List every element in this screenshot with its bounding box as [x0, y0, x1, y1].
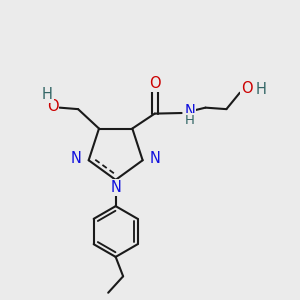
Text: O: O — [241, 81, 253, 96]
Text: H: H — [184, 114, 194, 127]
Text: N: N — [70, 151, 81, 166]
Text: H: H — [256, 82, 267, 97]
Text: N: N — [110, 180, 121, 195]
Text: N: N — [184, 104, 195, 119]
Text: O: O — [47, 99, 58, 114]
Text: N: N — [150, 151, 161, 166]
Text: H: H — [42, 87, 53, 102]
Text: O: O — [149, 76, 161, 91]
